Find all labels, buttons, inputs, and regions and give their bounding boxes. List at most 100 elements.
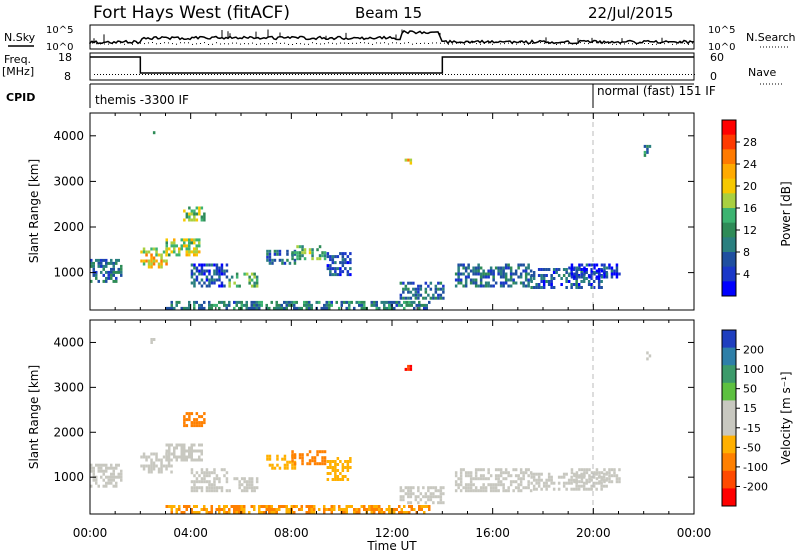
nave-dot bbox=[508, 74, 509, 75]
nsearch-dot bbox=[504, 43, 505, 45]
nave-dot bbox=[406, 74, 407, 75]
nsearch-dot bbox=[644, 43, 645, 44]
echo-patch bbox=[454, 468, 533, 493]
nave-dot bbox=[664, 74, 665, 75]
nave-dot bbox=[529, 74, 530, 75]
nsearch-dot bbox=[512, 43, 513, 45]
nsearch-dot bbox=[516, 43, 517, 45]
nave-dot bbox=[607, 74, 608, 75]
nave-tick-top: 60 bbox=[710, 51, 724, 64]
power-colorbar-tick-label: 16 bbox=[743, 202, 757, 215]
nsearch-dot bbox=[520, 42, 521, 44]
nave-dot bbox=[97, 74, 98, 75]
nsearch-dot bbox=[500, 43, 501, 45]
nave-dot bbox=[121, 74, 122, 75]
nsearch-dot bbox=[152, 42, 153, 43]
nave-dot bbox=[454, 74, 455, 75]
nave-dot bbox=[298, 74, 299, 75]
nsearch-dot bbox=[452, 43, 453, 45]
echo-patch bbox=[183, 412, 206, 428]
nave-dot bbox=[100, 74, 101, 75]
colorbar-swatch bbox=[722, 149, 736, 165]
power-colorbar-tick-label: 8 bbox=[743, 246, 750, 259]
nsky-tick-bottom: 10^0 bbox=[46, 42, 73, 53]
nave-dot bbox=[415, 74, 416, 75]
beam-label: Beam 15 bbox=[355, 4, 422, 22]
nave-dot bbox=[151, 74, 152, 75]
nave-dot bbox=[601, 74, 602, 75]
velocity-colorbar-tick-label: -50 bbox=[743, 441, 761, 454]
nsearch-dot bbox=[440, 42, 441, 44]
nsearch-dot bbox=[468, 42, 469, 43]
nave-dot bbox=[550, 74, 551, 75]
colorbar-swatch bbox=[722, 178, 736, 194]
nave-dot bbox=[277, 74, 278, 75]
nave-dot bbox=[325, 74, 326, 75]
nave-dot bbox=[223, 74, 224, 75]
nsearch-dot bbox=[332, 42, 333, 44]
nave-dot bbox=[514, 74, 515, 75]
echo-patch bbox=[404, 158, 413, 165]
nsearch-dot bbox=[684, 42, 685, 44]
nave-dot bbox=[547, 74, 548, 75]
nsearch-dot bbox=[592, 42, 593, 44]
nave-dot bbox=[229, 74, 230, 75]
nsearch-dot bbox=[216, 42, 217, 44]
nave-dot bbox=[253, 74, 254, 75]
echo-patch bbox=[190, 263, 229, 288]
colorbar-swatch bbox=[722, 208, 736, 224]
nave-dot bbox=[145, 74, 146, 75]
nsearch-dot bbox=[464, 43, 465, 45]
nave-dot bbox=[202, 74, 203, 75]
nsearch-dot bbox=[404, 42, 405, 44]
echo-patch bbox=[530, 472, 608, 491]
velocity-panel: 1000 2000 3000 4000 Slant Range [km] bbox=[27, 319, 695, 515]
freq-unit: [MHz] bbox=[2, 65, 34, 78]
nsearch-dot bbox=[636, 43, 637, 45]
nave-dot bbox=[205, 74, 206, 75]
echo-patch bbox=[165, 505, 431, 514]
nsearch-dot bbox=[360, 42, 361, 44]
power-y-axis-label: Slant Range [km] bbox=[27, 159, 41, 263]
nsearch-dot bbox=[92, 42, 93, 44]
nsearch-dot bbox=[528, 43, 529, 45]
nsearch-dot bbox=[324, 43, 325, 45]
nave-dot bbox=[466, 74, 467, 75]
nave-dot bbox=[685, 74, 686, 75]
nsearch-tick-top: 10^5 bbox=[708, 25, 735, 36]
nave-dot bbox=[400, 74, 401, 75]
nsearch-dot bbox=[584, 42, 585, 44]
nsearch-dot bbox=[508, 42, 509, 44]
nave-dot bbox=[343, 74, 344, 75]
nsearch-dot bbox=[604, 42, 605, 44]
nave-dot bbox=[496, 74, 497, 75]
echo-patch bbox=[326, 457, 352, 481]
echo-patch bbox=[183, 206, 206, 222]
nave-dot bbox=[133, 74, 134, 75]
colorbar-swatch bbox=[722, 266, 736, 282]
nsearch-dot bbox=[496, 42, 497, 44]
nave-dot bbox=[463, 74, 464, 75]
nave-dot bbox=[643, 74, 644, 75]
colorbar-swatch bbox=[722, 252, 736, 268]
nave-dot bbox=[520, 74, 521, 75]
nsky-label: N.Sky bbox=[4, 31, 36, 44]
nsearch-dot bbox=[672, 43, 673, 45]
nsearch-dot bbox=[116, 42, 117, 44]
cpid-label: CPID bbox=[6, 91, 35, 104]
nave-dot bbox=[370, 74, 371, 75]
nave-dot bbox=[322, 74, 323, 75]
nsearch-dot bbox=[292, 44, 293, 45]
nave-dot bbox=[280, 74, 281, 75]
nave-dot bbox=[439, 74, 440, 75]
power-colorbar-tick-label: 20 bbox=[743, 180, 757, 193]
nsearch-dot bbox=[228, 43, 229, 45]
nsearch-dot bbox=[420, 43, 421, 44]
y-tick-label: 3000 bbox=[53, 380, 84, 394]
nsearch-dot bbox=[224, 43, 225, 45]
y-tick-label: 1000 bbox=[53, 470, 84, 484]
nave-dot bbox=[562, 74, 563, 75]
nave-dot bbox=[124, 74, 125, 75]
nave-dot bbox=[172, 74, 173, 75]
nsearch-dot bbox=[128, 42, 129, 44]
